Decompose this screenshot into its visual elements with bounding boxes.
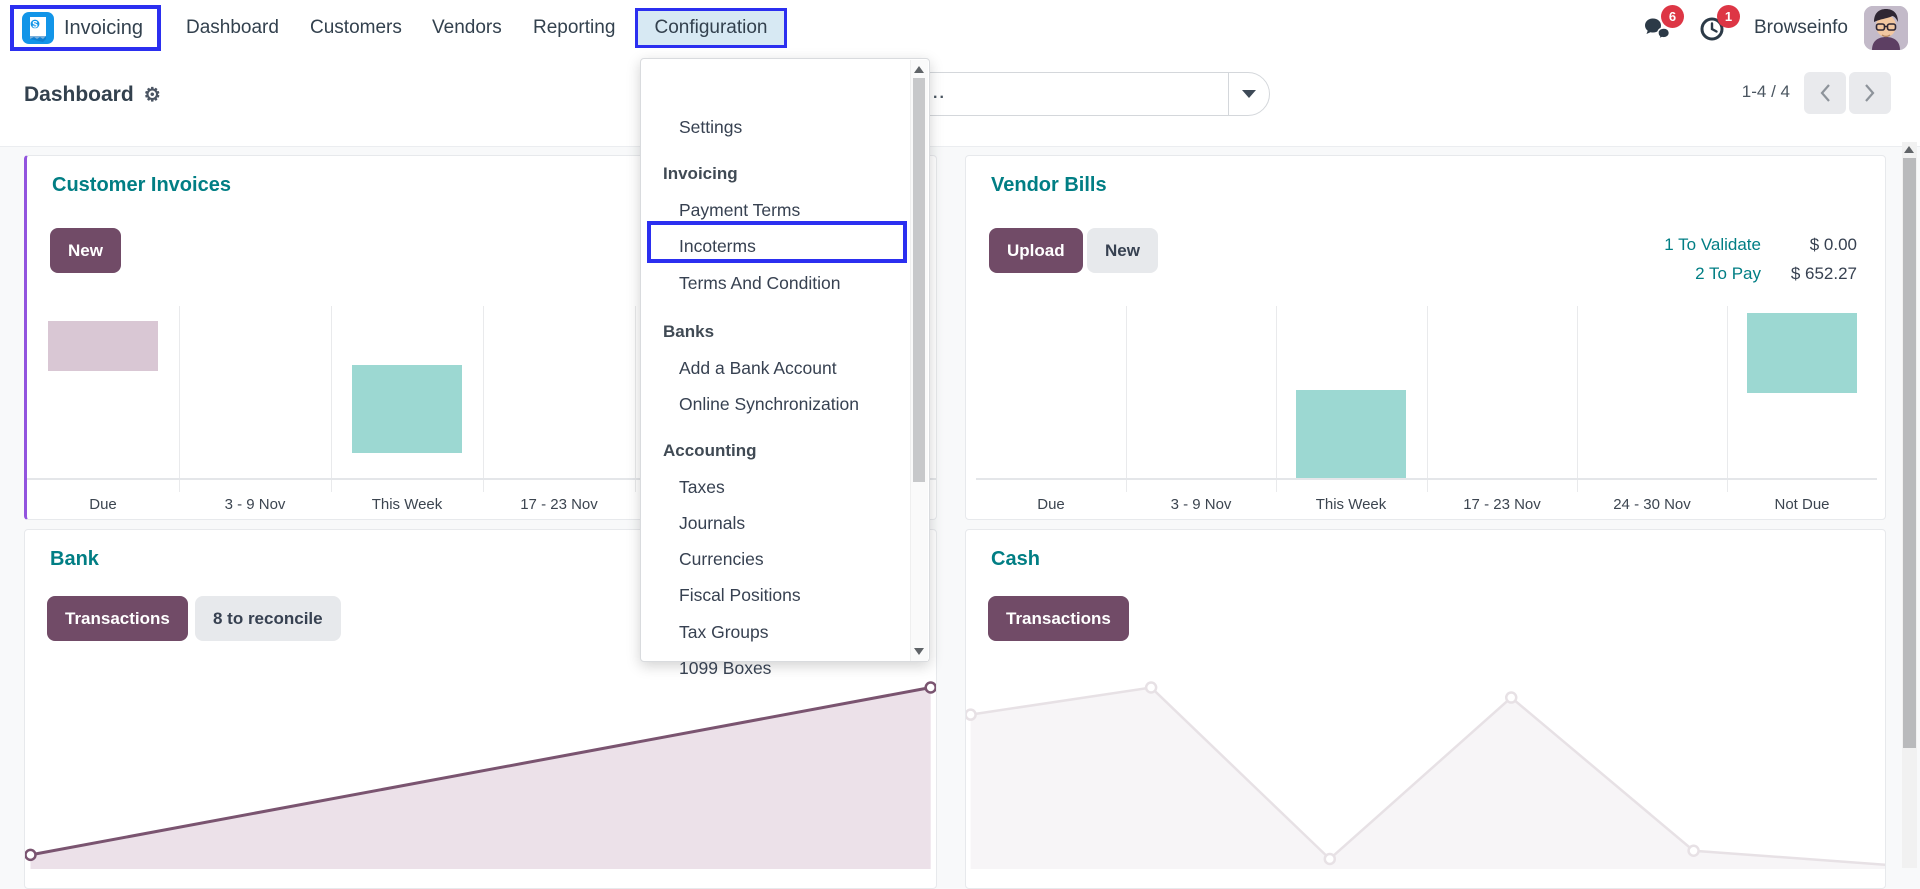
chart-category-label: 17 - 23 Nov — [520, 496, 598, 513]
chart-axis — [976, 478, 1877, 480]
avatar[interactable] — [1864, 6, 1908, 50]
pager-text: 1-4 / 4 — [1741, 82, 1790, 101]
user-menu[interactable]: Browseinfo — [1754, 17, 1848, 38]
menu-item-incoterms[interactable]: Incoterms — [679, 235, 756, 256]
chart-bar — [352, 365, 462, 453]
messages-button[interactable]: 6 — [1642, 5, 1684, 43]
menu-item-fiscal-positions[interactable]: Fiscal Positions — [679, 584, 801, 605]
chart-bar — [48, 321, 158, 371]
chart-bar — [1296, 390, 1406, 478]
nav-reporting[interactable]: Reporting — [533, 17, 616, 38]
chevron-right-icon — [1865, 84, 1875, 102]
chart-gridline — [1126, 306, 1127, 492]
invoicing-app-icon: $ — [21, 11, 55, 45]
bank-reconcile-button[interactable]: 8 to reconcile — [195, 596, 341, 641]
page-title: Dashboard — [24, 83, 134, 106]
new-invoice-button[interactable]: New — [50, 228, 121, 273]
clock-icon — [1698, 17, 1728, 47]
scroll-up-icon[interactable] — [914, 66, 924, 73]
to-pay-amount: $ 652.27 — [1790, 264, 1857, 283]
menu-item-online-synchronization[interactable]: Online Synchronization — [679, 393, 859, 414]
upload-bill-button[interactable]: Upload — [989, 228, 1083, 273]
app-name: Invoicing — [64, 16, 143, 39]
messages-badge: 6 — [1661, 5, 1684, 28]
activities-button[interactable]: 1 — [1698, 5, 1740, 43]
gear-icon[interactable]: ⚙ — [143, 84, 161, 106]
top-navbar: $ Invoicing Dashboard Customers Vendors … — [0, 0, 1920, 56]
pager-next-button[interactable] — [1849, 72, 1891, 114]
menu-item-settings[interactable]: Settings — [679, 116, 743, 137]
to-validate-link[interactable]: 1 To Validate — [1664, 235, 1761, 254]
chart-axis — [27, 478, 936, 480]
chevron-down-icon — [1242, 90, 1256, 98]
chart-bar — [1747, 313, 1857, 393]
chat-icon — [1642, 18, 1672, 47]
chart-gridline — [331, 306, 332, 492]
chart-gridline — [1427, 306, 1428, 492]
page-scroll-up-icon[interactable] — [1904, 146, 1914, 153]
card-title-cash: Cash — [991, 548, 1040, 570]
chart-category-label: Due — [89, 496, 117, 513]
chart-gridline — [483, 306, 484, 492]
cash-area-chart — [966, 641, 1885, 869]
chart-gridline — [1727, 306, 1728, 492]
dropdown-scrollbar-thumb[interactable] — [913, 78, 925, 482]
page-scrollbar[interactable] — [1902, 142, 1917, 868]
chart-category-label: 3 - 9 Nov — [224, 496, 286, 513]
menu-item-journals[interactable]: Journals — [679, 512, 746, 533]
card-vendor-bills: Vendor Bills Upload New 1 To Validate $ … — [965, 155, 1886, 520]
control-panel: Dashboard ⚙ .. 1-4 / 4 — [0, 56, 1920, 147]
cash-transactions-button[interactable]: Transactions — [988, 596, 1129, 641]
pager-previous-button[interactable] — [1804, 72, 1846, 114]
menu-section-invoicing: Invoicing — [663, 164, 738, 183]
card-title-customer-invoices: Customer Invoices — [52, 174, 231, 196]
to-validate-amount: $ 0.00 — [1809, 235, 1857, 254]
chart-category-label: Not Due — [1774, 496, 1830, 513]
chart-category-label: 24 - 30 Nov — [1613, 496, 1691, 513]
new-bill-button[interactable]: New — [1087, 228, 1158, 273]
page-scrollbar-thumb[interactable] — [1903, 158, 1916, 748]
chart-category-label: This Week — [1315, 496, 1387, 513]
chart-gridline — [1577, 306, 1578, 492]
bank-area-chart — [25, 641, 936, 869]
nav-vendors[interactable]: Vendors — [432, 17, 502, 38]
chart-gridline — [635, 306, 636, 492]
chart-category-label: 17 - 23 Nov — [1463, 496, 1541, 513]
chart-category-label: 3 - 9 Nov — [1170, 496, 1232, 513]
configuration-dropdown-menu: Settings Invoicing Payment Terms Incoterms T… — [640, 58, 930, 678]
bank-transactions-button[interactable]: Transactions — [47, 596, 188, 641]
chart-gridline — [1276, 306, 1277, 492]
nav-configuration[interactable]: Configuration — [635, 8, 787, 48]
scroll-down-icon[interactable] — [914, 648, 924, 655]
menu-section-banks: Banks — [663, 322, 715, 341]
vendor-bills-stats: 1 To Validate $ 0.00 2 To Pay $ 652.27 — [1664, 230, 1857, 288]
menu-item-add-a-bank-account[interactable]: Add a Bank Account — [679, 357, 837, 378]
nav-customers[interactable]: Customers — [310, 17, 402, 38]
svg-text:$: $ — [32, 20, 38, 31]
card-title-vendor-bills: Vendor Bills — [991, 174, 1107, 196]
menu-item-tax-groups[interactable]: Tax Groups — [679, 621, 769, 642]
menu-item-terms-and-condition[interactable]: Terms And Condition — [679, 272, 841, 293]
vendor-bills-bar-chart: Due 3 - 9 Nov This Week 17 - 23 Nov 24 - 30 … — [976, 306, 1877, 519]
menu-section-accounting: Accounting — [663, 441, 757, 460]
menu-item-1099-boxes[interactable]: 1099 Boxes — [679, 657, 772, 678]
app-switcher[interactable]: $ Invoicing — [10, 5, 161, 51]
systray: 6 1 Browseinfo — [1642, 0, 1920, 56]
chevron-left-icon — [1820, 84, 1830, 102]
to-pay-link[interactable]: 2 To Pay — [1695, 264, 1761, 283]
menu-item-taxes[interactable]: Taxes — [679, 476, 725, 497]
menu-item-payment-terms[interactable]: Payment Terms — [679, 199, 801, 220]
menu-item-currencies[interactable]: Currencies — [679, 548, 764, 569]
dropdown-scrollbar[interactable] — [910, 60, 928, 661]
chart-category-label: Due — [1037, 496, 1065, 513]
chart-gridline — [179, 306, 180, 492]
search-placeholder-tail: .. — [933, 85, 946, 102]
card-cash: Cash Transactions — [965, 529, 1886, 889]
card-title-bank: Bank — [50, 548, 99, 570]
search-dropdown-toggle[interactable] — [1228, 73, 1269, 115]
chart-category-label: This Week — [371, 496, 443, 513]
activities-badge: 1 — [1717, 5, 1740, 28]
nav-dashboard[interactable]: Dashboard — [186, 17, 279, 38]
